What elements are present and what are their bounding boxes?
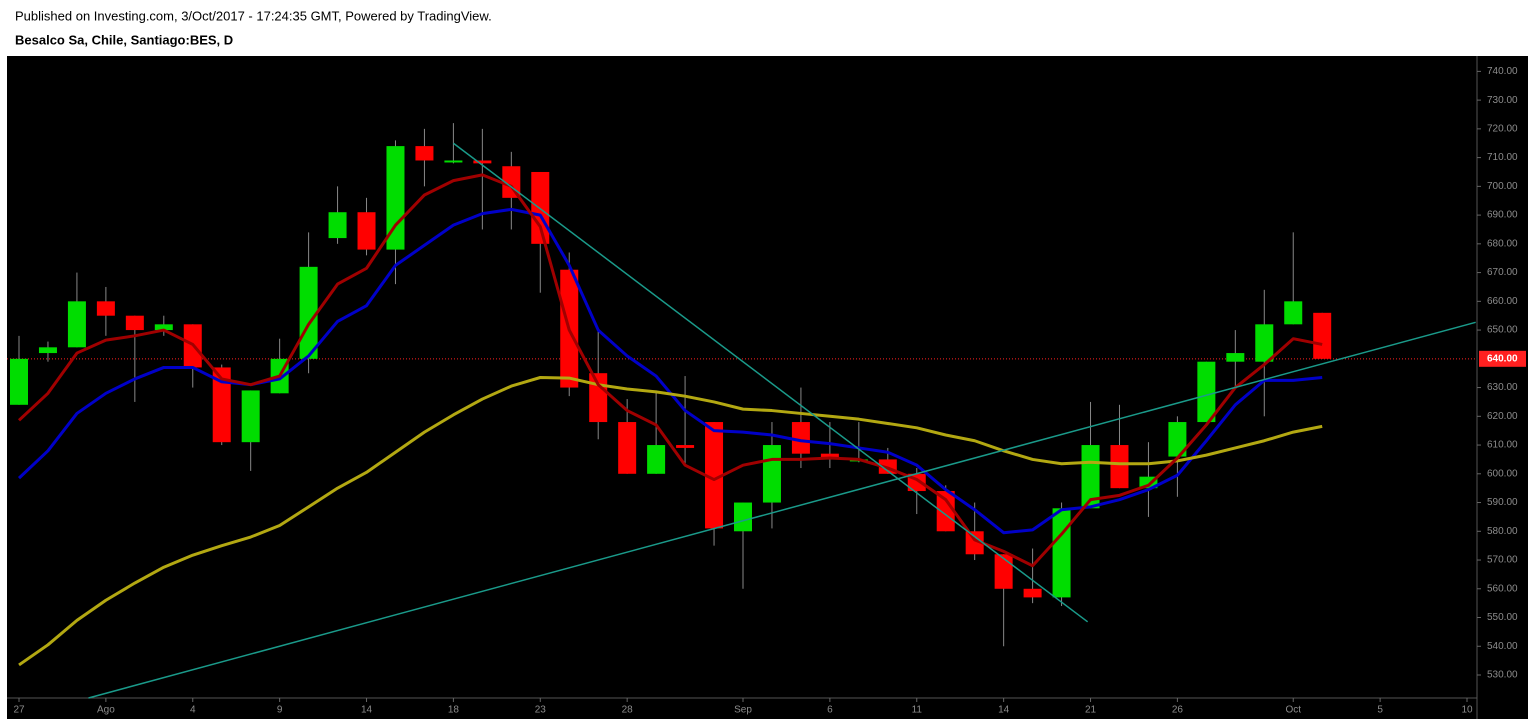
candle-body (10, 358, 28, 405)
moving-average (18, 376, 1323, 667)
candle-body (299, 266, 318, 359)
candle-body (1168, 422, 1187, 457)
candle-body (212, 367, 231, 443)
candle-body (473, 160, 492, 164)
x-tick-label: 14 (361, 705, 373, 716)
y-tick-label: 540.00 (1487, 641, 1518, 652)
x-tick-label: 9 (277, 705, 283, 716)
x-tick-label: 27 (13, 705, 25, 716)
candle-body (1052, 508, 1071, 598)
y-tick-label: 720.00 (1487, 124, 1518, 135)
x-tick-label: Ago (97, 705, 115, 716)
candle-body (444, 160, 463, 163)
x-tick-label: 21 (1085, 705, 1097, 716)
y-tick-label: 580.00 (1487, 526, 1518, 537)
candle-body (125, 315, 144, 331)
x-tick-label: 6 (827, 705, 833, 716)
trend-line (88, 321, 1476, 699)
candle-body (1226, 353, 1245, 362)
candle-body (965, 531, 984, 555)
candle-body (734, 502, 752, 532)
last-price-label: 640.00 (1487, 353, 1518, 364)
x-tick-label: Sep (734, 705, 752, 716)
x-tick-label: Oct (1285, 705, 1301, 716)
y-tick-label: 670.00 (1487, 267, 1518, 278)
candle-body (1110, 445, 1129, 489)
y-tick-label: 660.00 (1487, 296, 1518, 307)
published-note: Published on Investing.com, 3/Oct/2017 -… (15, 8, 492, 23)
candle-body (791, 422, 810, 454)
y-tick-label: 530.00 (1487, 670, 1518, 681)
x-tick-label: 26 (1172, 705, 1184, 716)
x-tick-label: 10 (1461, 705, 1473, 716)
candle-body (357, 212, 376, 250)
candle-body (1255, 324, 1274, 362)
y-tick-label: 610.00 (1487, 440, 1518, 451)
y-tick-label: 710.00 (1487, 152, 1518, 163)
chart-title: Besalco Sa, Chile, Santiago:BES, D (15, 32, 233, 47)
candle-body (1284, 301, 1303, 325)
candle-body (1023, 588, 1042, 598)
y-tick-label: 700.00 (1487, 181, 1518, 192)
y-tick-label: 680.00 (1487, 238, 1518, 249)
candle-body (67, 301, 86, 348)
last-price-box (1479, 350, 1526, 367)
candle-body (676, 445, 695, 448)
candle-body (415, 146, 434, 161)
moving-average (17, 173, 1323, 568)
x-tick-label: 5 (1377, 705, 1383, 716)
y-tick-label: 570.00 (1487, 555, 1518, 566)
candle-body (328, 212, 347, 239)
y-tick-label: 690.00 (1487, 210, 1518, 221)
candle-body (1313, 312, 1332, 359)
candle-body (936, 491, 955, 532)
candle-body (994, 554, 1013, 589)
y-tick-label: 550.00 (1487, 612, 1518, 623)
candle-body (241, 390, 260, 443)
y-tick-label: 620.00 (1487, 411, 1518, 422)
x-tick-label: 28 (622, 705, 634, 716)
y-tick-label: 590.00 (1487, 497, 1518, 508)
candle-body (1139, 476, 1158, 489)
candle-body (647, 445, 666, 474)
x-tick-label: 11 (912, 705, 923, 716)
x-tick-label: 4 (190, 705, 196, 716)
candle-body (38, 347, 57, 354)
candle-body (1197, 361, 1216, 423)
trend-line (452, 142, 1089, 623)
y-tick-label: 560.00 (1487, 583, 1518, 594)
y-tick-label: 740.00 (1487, 66, 1518, 77)
candle-body (705, 422, 724, 529)
x-tick-label: 14 (998, 705, 1010, 716)
x-tick-label: 18 (448, 705, 460, 716)
candle-body (589, 373, 608, 423)
y-tick-label: 650.00 (1487, 325, 1518, 336)
candle-body (618, 422, 637, 474)
y-tick-label: 600.00 (1487, 468, 1518, 479)
candle-body (762, 445, 781, 503)
chart-background (7, 56, 1528, 719)
y-tick-label: 630.00 (1487, 382, 1518, 393)
candle-body (154, 324, 173, 331)
x-tick-label: 23 (535, 705, 547, 716)
candle-body (386, 146, 405, 250)
candle-body (96, 301, 115, 316)
candle-body (1081, 445, 1100, 509)
y-tick-label: 730.00 (1487, 95, 1518, 106)
